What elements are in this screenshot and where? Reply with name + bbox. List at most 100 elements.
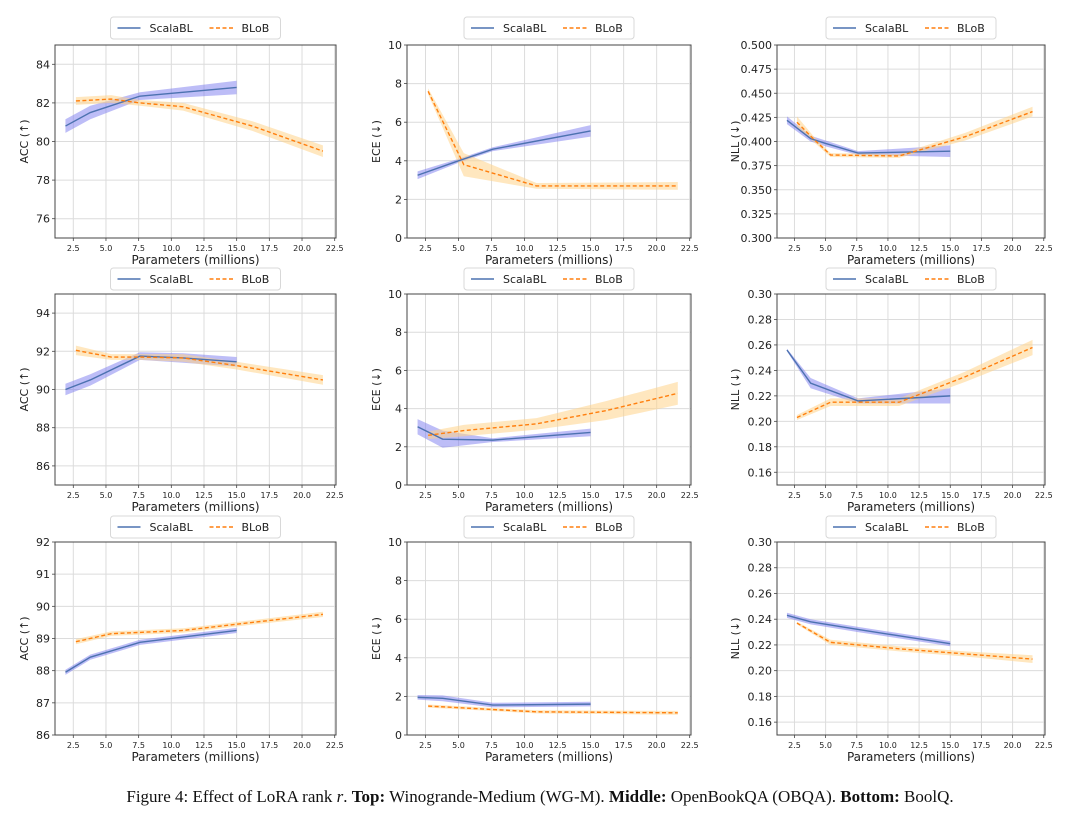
x-tick-label: 2.5 (67, 741, 80, 750)
x-tick-label: 15.0 (582, 491, 600, 500)
x-tick-label: 15.0 (582, 741, 600, 750)
plot-frame (406, 541, 692, 736)
y-tick-label: 6 (395, 364, 402, 377)
x-tick-label: 20.0 (648, 491, 666, 500)
y-tick-label: 6 (395, 613, 402, 626)
x-tick-label: 10.0 (516, 244, 534, 253)
legend: ScalaBL BLoB (463, 267, 635, 291)
confidence-band-scalabl (786, 612, 951, 647)
x-axis-label: Parameters (millions) (131, 750, 259, 764)
x-tick-label: 20.0 (293, 244, 311, 253)
y-tick-label: 90 (36, 600, 50, 613)
y-tick-label: 10 (388, 536, 402, 549)
legend-label-blob: BLoB (595, 521, 623, 534)
confidence-band-scalabl (786, 116, 951, 157)
figure-grid: 2.5 5.0 7.5 10.0 12.5 15.0 17.5 20.0 22.57678808… (18, 16, 1053, 764)
y-tick-label: 0.450 (741, 87, 773, 100)
x-axis-label: Parameters (millions) (847, 750, 975, 764)
series-line-scalabl (786, 349, 951, 402)
confidence-band-blob (75, 345, 323, 385)
confidence-band-blob (796, 621, 1033, 663)
y-tick-label: 0.350 (741, 184, 773, 197)
x-tick-label: 17.5 (260, 244, 278, 253)
y-tick-label: 0.24 (748, 364, 773, 377)
legend-box (825, 16, 997, 40)
series-line-blob (796, 346, 1033, 419)
legend-label-scalabl: ScalaBL (865, 22, 909, 35)
y-axis-label: NLL (↓) (729, 121, 742, 163)
series-line-scalabl (65, 629, 237, 673)
x-tick-label: 22.5 (1035, 491, 1053, 500)
x-axis-label: Parameters (millions) (131, 500, 259, 514)
caption-top-label: Top: (351, 787, 386, 806)
caption-prefix: Figure 4: Effect of LoRA rank (126, 787, 337, 806)
x-axis-label: Parameters (millions) (485, 500, 613, 514)
chart-panel-boolq-ece: 2.5 5.0 7.5 10.0 12.5 15.0 17.5 20.0 22.5 0 2 4 6 8 10… (370, 515, 699, 764)
y-tick-label: 0.400 (741, 136, 773, 149)
x-tick-label: 17.5 (615, 741, 633, 750)
y-tick-label: 0.20 (748, 665, 773, 678)
x-tick-label: 12.5 (195, 491, 213, 500)
x-tick-label: 15.0 (941, 741, 959, 750)
legend: ScalaBL BLoB (463, 16, 635, 40)
caption-middle-label: Middle: (608, 787, 667, 806)
caption-bottom-text: BoolQ. (899, 787, 954, 806)
x-tick-label: 2.5 (419, 491, 432, 500)
caption-sep: . (343, 787, 352, 806)
caption-bottom-label: Bottom: (840, 787, 900, 806)
y-tick-label: 0.22 (748, 639, 773, 652)
figure-caption: Figure 4: Effect of LoRA rank r. Top: Wi… (0, 787, 1080, 807)
x-tick-label: 10.0 (879, 741, 897, 750)
plot-frame (406, 293, 692, 486)
x-tick-label: 12.5 (195, 244, 213, 253)
legend-box (463, 267, 635, 291)
plot-frame (406, 44, 692, 239)
y-tick-label: 0.18 (748, 441, 773, 454)
y-axis-label: ACC (↑) (18, 617, 31, 661)
x-tick-label: 7.5 (132, 244, 145, 253)
x-tick-label: 22.5 (326, 491, 344, 500)
x-tick-label: 20.0 (1004, 244, 1022, 253)
x-axis-label: Parameters (millions) (131, 253, 259, 267)
x-tick-label: 15.0 (941, 491, 959, 500)
chart-panel-boolq-nll: 2.5 5.0 7.5 10.0 12.5 15.0 17.5 20.0 22.5 0.16 0.1… (729, 515, 1053, 764)
y-tick-label: 10 (388, 288, 402, 301)
x-tick-label: 17.5 (260, 491, 278, 500)
legend: ScalaBL BLoB (825, 267, 997, 291)
y-tick-label: 4 (395, 403, 402, 416)
y-tick-label: 86 (36, 729, 50, 742)
x-axis-label: Parameters (millions) (847, 500, 975, 514)
series-line-blob (796, 622, 1033, 660)
x-tick-label: 17.5 (615, 244, 633, 253)
y-tick-label: 94 (36, 307, 50, 320)
x-tick-label: 5.0 (452, 244, 465, 253)
legend-label-blob: BLoB (242, 22, 270, 35)
legend: ScalaBL BLoB (110, 267, 281, 291)
y-tick-label: 0.425 (741, 111, 773, 124)
y-tick-label: 0.26 (748, 587, 773, 600)
confidence-band-blob (428, 704, 678, 715)
y-tick-label: 88 (36, 422, 50, 435)
x-axis-label: Parameters (millions) (847, 253, 975, 267)
chart-panel-wgm-acc: 2.5 5.0 7.5 10.0 12.5 15.0 17.5 20.0 22.5 76 78 80 8… (18, 16, 344, 267)
chart-panel-obqa-ece: 2.5 5.0 7.5 10.0 12.5 15.0 17.5 20.0 22.5 0 2 4 6 8 10… (370, 267, 699, 514)
y-tick-label: 86 (36, 460, 50, 473)
series-line-blob (75, 613, 324, 643)
x-tick-label: 10.0 (162, 491, 180, 500)
series-line-blob (428, 392, 678, 437)
legend-box (110, 515, 281, 539)
x-tick-label: 22.5 (326, 741, 344, 750)
y-tick-label: 87 (36, 697, 50, 710)
y-tick-label: 0.20 (748, 415, 773, 428)
y-tick-label: 4 (395, 155, 402, 168)
x-tick-label: 10.0 (162, 244, 180, 253)
caption-variable: r (336, 787, 344, 806)
y-tick-label: 0 (395, 479, 402, 492)
series-line-scalabl (786, 614, 951, 645)
x-tick-label: 22.5 (681, 741, 699, 750)
chart-panel-obqa-acc: 2.5 5.0 7.5 10.0 12.5 15.0 17.5 20.0 22.5 86 88 90 9… (18, 267, 344, 514)
y-axis-label: ECE (↓) (370, 368, 383, 411)
y-axis-label: ECE (↓) (370, 120, 383, 163)
x-tick-label: 12.5 (549, 741, 567, 750)
x-tick-label: 15.0 (582, 244, 600, 253)
